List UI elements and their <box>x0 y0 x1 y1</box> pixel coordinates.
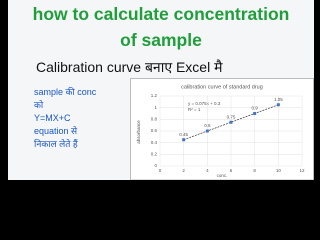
side-line: sample की conc <box>34 87 97 97</box>
y-tick-label: 0 <box>154 163 157 168</box>
x-tick-label: 10 <box>276 168 282 173</box>
x-tick-label: 2 <box>182 168 185 173</box>
chart: calibration curve of standard drug y = 0… <box>130 78 314 180</box>
y-tick-label: 0.4 <box>151 140 158 145</box>
y-tick-label: 1 <box>154 105 157 110</box>
x-tick-label: 6 <box>230 168 233 173</box>
data-label: 0.75 <box>227 114 236 119</box>
data-label: 0.6 <box>204 123 211 128</box>
x-tick-label: 12 <box>299 168 305 173</box>
side-line: निकाल लेते हैं <box>34 139 78 149</box>
x-tick-label: 0 <box>159 168 162 173</box>
r-squared: R² = 1 <box>188 107 201 112</box>
title: how to calculate concentration <box>32 4 290 24</box>
point <box>253 112 257 115</box>
y-tick-label: 0.2 <box>151 152 158 157</box>
x-axis-label: conc. <box>217 173 228 178</box>
side-line: Y=MX+C <box>34 113 71 123</box>
x-tick-label: 8 <box>253 168 256 173</box>
y-tick-label: 0.8 <box>151 117 158 122</box>
subtitle: Calibration curve बनाए Excel मै <box>36 59 223 75</box>
trendline <box>183 104 279 141</box>
title: of sample <box>120 30 202 50</box>
point <box>276 103 280 107</box>
chart-panel <box>130 78 314 180</box>
point <box>229 120 233 124</box>
side-text: sample की conc को Y=MX+C equation से निक… <box>34 86 96 151</box>
side-line: equation से <box>34 126 78 136</box>
page: how to calculate concentration of sample… <box>8 0 314 180</box>
x-tick-label: 4 <box>206 168 209 173</box>
side-line: को <box>34 100 44 110</box>
y-tick-label: 1.2 <box>151 93 158 98</box>
point <box>182 138 186 142</box>
y-tick-label: 0.6 <box>151 128 158 133</box>
thumbnail: how to calculate concentration of sample… <box>8 0 314 180</box>
data-label: 1.05 <box>274 97 283 102</box>
chart-title: calibration curve of standard drug <box>181 84 263 90</box>
point <box>205 129 209 133</box>
y-axis-label: absorbance <box>136 120 141 144</box>
data-label: 0.45 <box>179 132 188 137</box>
equation: y = 0.075x + 0.3 <box>188 101 221 106</box>
data-label: 0.9 <box>252 106 259 111</box>
